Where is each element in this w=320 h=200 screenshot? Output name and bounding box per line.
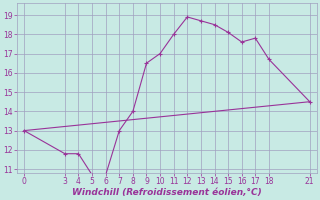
X-axis label: Windchill (Refroidissement éolien,°C): Windchill (Refroidissement éolien,°C) [72, 188, 262, 197]
